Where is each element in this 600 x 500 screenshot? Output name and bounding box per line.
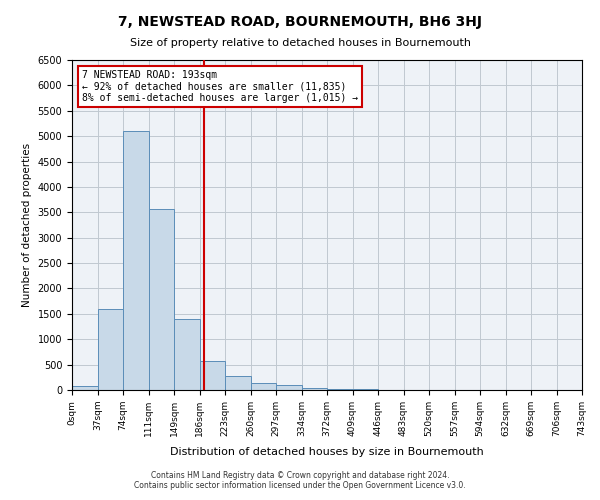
Text: Size of property relative to detached houses in Bournemouth: Size of property relative to detached ho…	[130, 38, 470, 48]
Text: 7 NEWSTEAD ROAD: 193sqm
← 92% of detached houses are smaller (11,835)
8% of semi: 7 NEWSTEAD ROAD: 193sqm ← 92% of detache…	[82, 70, 358, 103]
Bar	[251, 384, 276, 390]
Text: 7, NEWSTEAD ROAD, BOURNEMOUTH, BH6 3HJ: 7, NEWSTEAD ROAD, BOURNEMOUTH, BH6 3HJ	[118, 15, 482, 29]
Bar	[327, 388, 353, 390]
Y-axis label: Number of detached properties: Number of detached properties	[22, 143, 32, 307]
Bar	[174, 319, 199, 390]
Text: Contains HM Land Registry data © Crown copyright and database right 2024.
Contai: Contains HM Land Registry data © Crown c…	[134, 470, 466, 490]
Bar	[199, 360, 225, 390]
Bar	[149, 210, 174, 390]
Bar	[225, 376, 251, 390]
Bar	[302, 388, 327, 390]
Bar	[72, 386, 97, 390]
Bar	[97, 309, 123, 390]
X-axis label: Distribution of detached houses by size in Bournemouth: Distribution of detached houses by size …	[170, 447, 484, 457]
Bar	[276, 386, 302, 390]
Bar	[353, 389, 378, 390]
Bar	[123, 131, 149, 390]
